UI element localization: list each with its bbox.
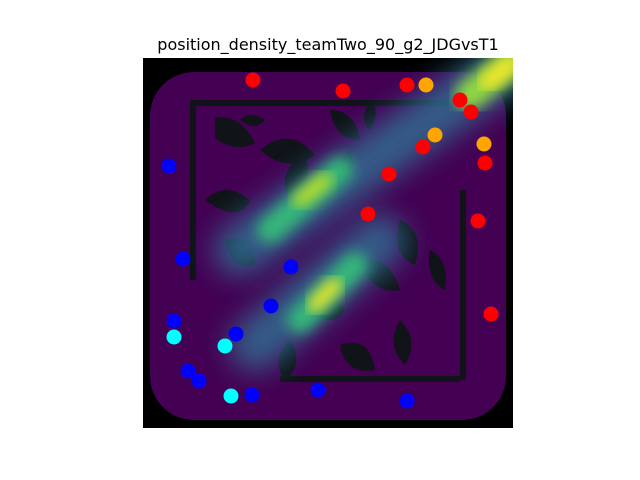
- scatter-point: [228, 326, 244, 342]
- scatter-point: [191, 373, 207, 389]
- scatter-point: [166, 329, 182, 345]
- scatter-point: [427, 127, 443, 143]
- scatter-point: [244, 387, 260, 403]
- scatter-point: [381, 166, 397, 182]
- scatter-point: [476, 136, 492, 152]
- scatter-point: [399, 393, 415, 409]
- scatter-point: [310, 382, 326, 398]
- scatter-point: [463, 104, 479, 120]
- plot-area: [143, 58, 513, 428]
- scatter-points: [161, 72, 499, 409]
- scatter-point: [245, 72, 261, 88]
- scatter-point: [217, 338, 233, 354]
- scatter-point: [477, 155, 493, 171]
- scatter-point: [415, 139, 431, 155]
- chart-title: position_density_teamTwo_90_g2_JDGvsT1: [157, 35, 498, 55]
- scatter-point: [483, 306, 499, 322]
- scatter-point: [223, 388, 239, 404]
- scatter-point: [166, 313, 182, 329]
- scatter-point: [452, 92, 468, 108]
- scatter-point: [175, 251, 191, 267]
- scatter-point: [180, 363, 196, 379]
- scatter-point: [418, 77, 434, 93]
- scatter-point: [360, 206, 376, 222]
- scatter-point: [161, 158, 177, 174]
- scatter-point: [399, 77, 415, 93]
- scatter-point: [283, 259, 299, 275]
- scatter-point: [470, 213, 486, 229]
- scatter-point: [263, 298, 279, 314]
- scatter-point: [335, 83, 351, 99]
